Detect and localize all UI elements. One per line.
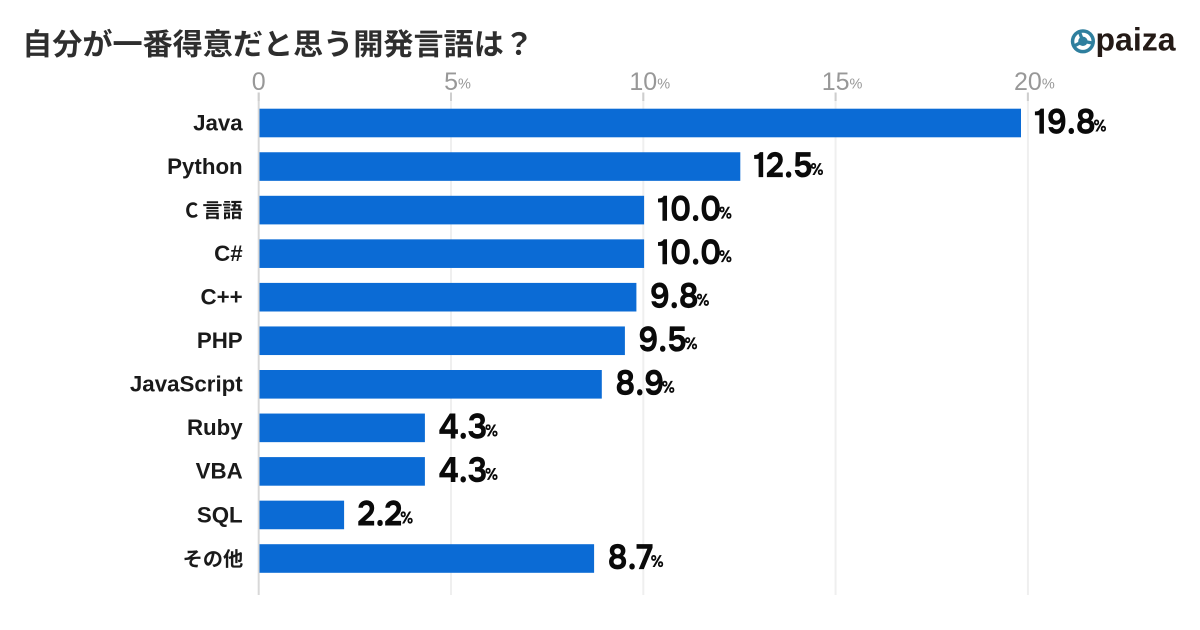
svg-text:0: 0 <box>252 68 266 96</box>
svg-text:Python: Python <box>167 154 243 179</box>
svg-text:VBA: VBA <box>196 459 243 484</box>
svg-text:Ruby: Ruby <box>187 415 243 440</box>
svg-text:JavaScript: JavaScript <box>130 372 243 397</box>
svg-text:SQL: SQL <box>197 502 243 527</box>
svg-text:C++: C++ <box>201 285 243 310</box>
svg-text:paiza: paiza <box>1096 21 1176 57</box>
svg-text:5%: 5% <box>444 68 471 96</box>
svg-text:C#: C# <box>214 241 243 266</box>
svg-text:PHP: PHP <box>197 328 243 353</box>
svg-text:Java: Java <box>193 110 243 135</box>
